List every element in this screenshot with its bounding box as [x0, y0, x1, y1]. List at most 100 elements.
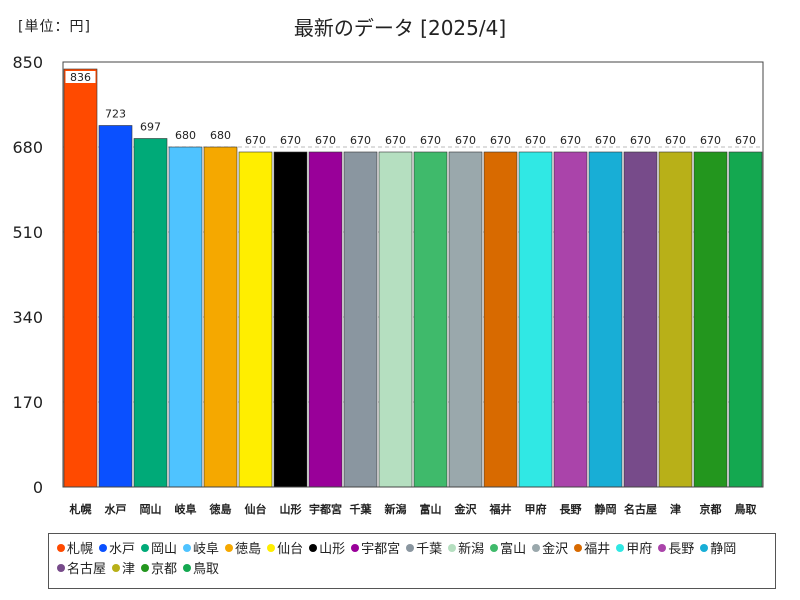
legend-label: 名古屋 [67, 562, 107, 577]
legend-marker [57, 544, 65, 552]
y-tick-label: 850 [12, 53, 43, 72]
data-label: 670 [735, 134, 756, 147]
data-label: 670 [455, 134, 476, 147]
data-label: 670 [700, 134, 721, 147]
legend-label: 山形 [319, 542, 346, 557]
y-tick-label: 170 [12, 393, 43, 412]
legend-marker [57, 564, 65, 572]
data-label: 670 [280, 134, 301, 147]
legend-item: 岡山 [141, 540, 177, 560]
x-tick-label: 岐阜 [175, 502, 197, 516]
legend-label: 鳥取 [193, 562, 220, 577]
legend-marker [183, 564, 192, 572]
legend-item: 名古屋 [57, 560, 106, 580]
legend-marker [490, 544, 499, 552]
legend-label: 長野 [668, 542, 695, 557]
bar-金沢 [448, 151, 483, 488]
grid-lines [63, 146, 763, 403]
x-tick-label: 甲府 [525, 502, 547, 516]
legend-label: 京都 [151, 562, 178, 577]
data-label: 670 [245, 134, 266, 147]
bar-甲府 [518, 151, 553, 488]
data-label: 723 [105, 108, 126, 121]
x-tick-label: 水戸 [105, 502, 127, 516]
legend-marker [267, 544, 276, 552]
bar-新潟 [378, 151, 413, 488]
legend-label: 福井 [584, 542, 611, 557]
x-tick-label: 山形 [280, 502, 302, 516]
legend-label: 岐阜 [193, 542, 220, 557]
x-tick-label: 仙台 [245, 502, 267, 516]
legend-label: 水戸 [109, 542, 136, 557]
legend-label: 徳島 [235, 542, 262, 557]
legend-label: 富山 [500, 542, 527, 557]
bar-宇都宮 [308, 151, 343, 488]
legend-item: 長野 [658, 540, 694, 560]
legend-marker [406, 544, 415, 552]
y-tick-label: 340 [12, 308, 43, 327]
legend-item: 新潟 [448, 540, 484, 560]
data-label: 670 [420, 134, 441, 147]
legend-item: 福井 [574, 540, 610, 560]
labels: 0 170 340 510 680 850 836 札幌 723 水戸 697 岡山 680 岐阜 680 徳… [12, 53, 756, 516]
legend-marker [616, 544, 625, 552]
data-label: 670 [315, 134, 336, 147]
data-label: 836 [70, 71, 91, 84]
legend-marker [532, 544, 541, 552]
legend-item: 富山 [490, 540, 526, 560]
bar-水戸 [98, 125, 133, 488]
data-label: 670 [560, 134, 581, 147]
legend-marker [658, 544, 667, 552]
x-tick-label: 鳥取 [735, 502, 757, 516]
legend-item: 徳島 [225, 540, 261, 560]
bar-仙台 [238, 151, 273, 488]
x-tick-label: 津 [670, 502, 681, 516]
data-label: 670 [595, 134, 616, 147]
legend-item: 札幌 [57, 540, 93, 560]
x-tick-label: 長野 [560, 503, 582, 516]
legend-marker [99, 544, 108, 552]
chart-title: 最新のデータ [2025/4] [293, 16, 507, 40]
x-tick-label: 新潟 [385, 502, 407, 516]
legend-marker [309, 544, 318, 552]
legend-label: 岡山 [151, 542, 178, 557]
legend-label: 金沢 [542, 542, 569, 557]
x-tick-label: 宇都宮 [309, 502, 342, 516]
legend-marker [112, 564, 121, 572]
legend-item: 岐阜 [183, 540, 219, 560]
bar-福井 [483, 151, 518, 488]
legend-item: 静岡 [700, 540, 736, 560]
legend-item: 山形 [309, 540, 345, 560]
legend-marker [700, 544, 709, 552]
data-label: 670 [665, 134, 686, 147]
legend-item: 水戸 [99, 540, 135, 560]
data-label: 670 [490, 134, 511, 147]
legend-marker [141, 544, 150, 552]
bar-山形 [273, 151, 308, 488]
data-label: 670 [525, 134, 546, 147]
plot-frame [62, 61, 764, 488]
legend-label: 静岡 [710, 542, 737, 557]
unit-label: [単位：円] [18, 19, 91, 35]
x-tick-label: 京都 [700, 502, 722, 516]
bar-京都 [693, 151, 728, 488]
x-tick-label: 福井 [489, 502, 512, 516]
data-label: 670 [350, 134, 371, 147]
legend-item: 宇都宮 [351, 540, 400, 560]
bar-札幌 [63, 68, 98, 488]
bar-静岡 [588, 151, 623, 488]
x-tick-label: 名古屋 [624, 502, 657, 516]
y-tick-label: 680 [12, 138, 43, 157]
legend-label: 仙台 [277, 542, 304, 557]
legend-marker [351, 544, 360, 552]
y-tick-label: 510 [12, 223, 43, 242]
legend-marker [183, 544, 192, 552]
data-label: 670 [385, 134, 406, 147]
data-label: 680 [210, 129, 231, 142]
data-label: 680 [175, 129, 196, 142]
legend-item: 甲府 [616, 540, 652, 560]
legend-item: 鳥取 [183, 560, 219, 580]
legend-item: 金沢 [532, 540, 568, 560]
x-tick-label: 札幌 [69, 502, 92, 516]
legend-marker [448, 544, 457, 552]
